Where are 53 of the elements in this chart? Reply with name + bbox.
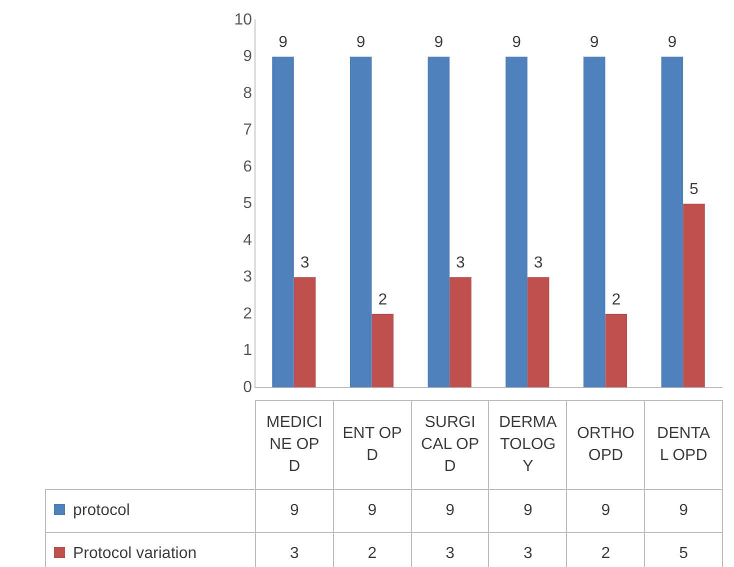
x-tick-label: ENT OPD [333,400,412,490]
data-label: 9 [644,490,722,532]
bar [661,56,684,388]
text: 2 [612,291,621,308]
y-tick-label: 6 [243,158,252,176]
x-tick-label: DENTAL OPD [644,400,722,490]
y-tick-label: 9 [243,48,252,66]
text: 3 [534,254,543,272]
bar [272,56,294,388]
bar [450,277,472,388]
text: 9 [356,34,366,52]
data-label: 3 [411,532,489,567]
data-label: 9 [488,490,567,532]
y-tick-label: 7 [243,122,252,139]
legend-label: protocol [46,490,256,532]
bar [683,204,705,388]
text: 3 [456,254,465,272]
text: 9 [512,34,521,52]
bar [372,314,394,388]
y-tick-label: 8 [243,84,252,102]
text: 2 [378,291,388,308]
x-tick-label: DERMATOLOGY [488,400,567,490]
text: 9 [590,34,599,52]
y-tick-label: 3 [243,268,252,286]
bar [350,56,372,388]
text: 9 [434,34,444,52]
text: 5 [690,181,698,198]
text: 3 [300,254,310,272]
bar [583,56,606,388]
data-label: 3 [488,532,567,567]
data-label: 9 [411,490,489,532]
bar [527,277,550,388]
bar [294,277,316,388]
y-tick-label: 5 [243,195,252,212]
bar [506,56,528,388]
text: 9 [278,34,288,52]
data-label: 9 [566,490,645,532]
y-tick-label: 2 [243,305,252,322]
text: 9 [668,34,677,52]
bar [605,314,628,388]
data-label: 9 [333,490,412,532]
y-tick-label: 0 [243,378,252,396]
bar [428,56,450,388]
x-tick-label: ORTHO OPD [566,400,645,490]
y-tick-label: 1 [243,342,252,360]
x-tick-label: SURGICAL OPD [411,400,489,490]
y-tick-label: 10 [234,11,252,28]
y-tick-label: 4 [243,232,252,249]
data-label: 2 [333,532,412,567]
data-label: 2 [566,532,645,567]
legend-label: Protocol variation [46,532,256,567]
x-tick-label: MEDICINE OPD [256,400,334,490]
data-label: 5 [644,532,722,567]
